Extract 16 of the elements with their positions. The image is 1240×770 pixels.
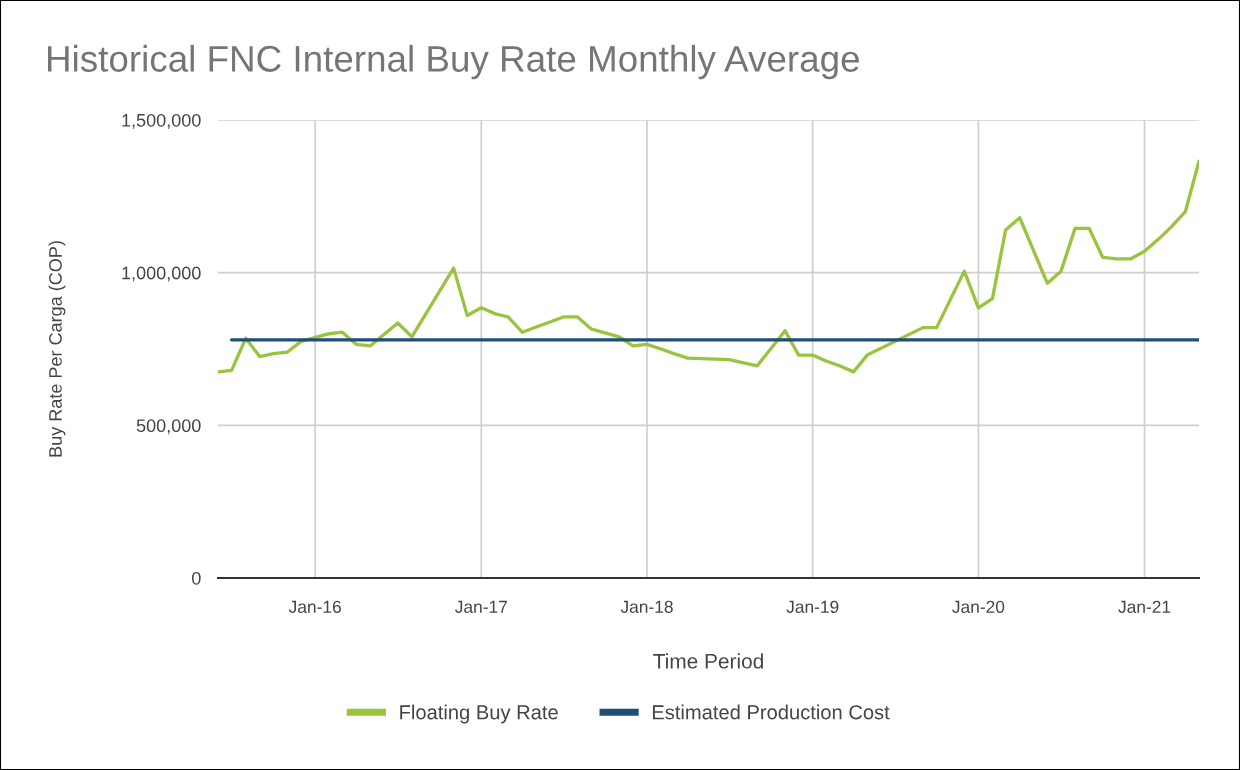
y-tick-label: 0 [192,571,201,585]
x-tick-label: Jan-18 [620,600,673,613]
y-tick-label: 1,000,000 [122,266,201,282]
y-tick-label: 1,500,000 [122,113,201,129]
x-axis-title: Time Period [653,653,763,669]
line-series [218,159,1199,374]
x-tick-label: Jan-19 [786,600,839,613]
x-tick-label: Jan-20 [952,600,1005,613]
y-tick-label: 500,000 [136,419,201,435]
x-tick-label: Jan-17 [455,600,507,613]
x-tick-label: Jan-16 [288,600,341,613]
legend-label: Estimated Production Cost [652,704,890,720]
legend-label: Floating Buy Rate [400,704,558,724]
x-tick-label: Jan-21 [1118,600,1171,613]
chart-title: Historical FNC Internal Buy Rate Monthly Average [48,44,859,80]
y-axis-title: Buy Rate Per Carga (COP) [48,241,66,457]
